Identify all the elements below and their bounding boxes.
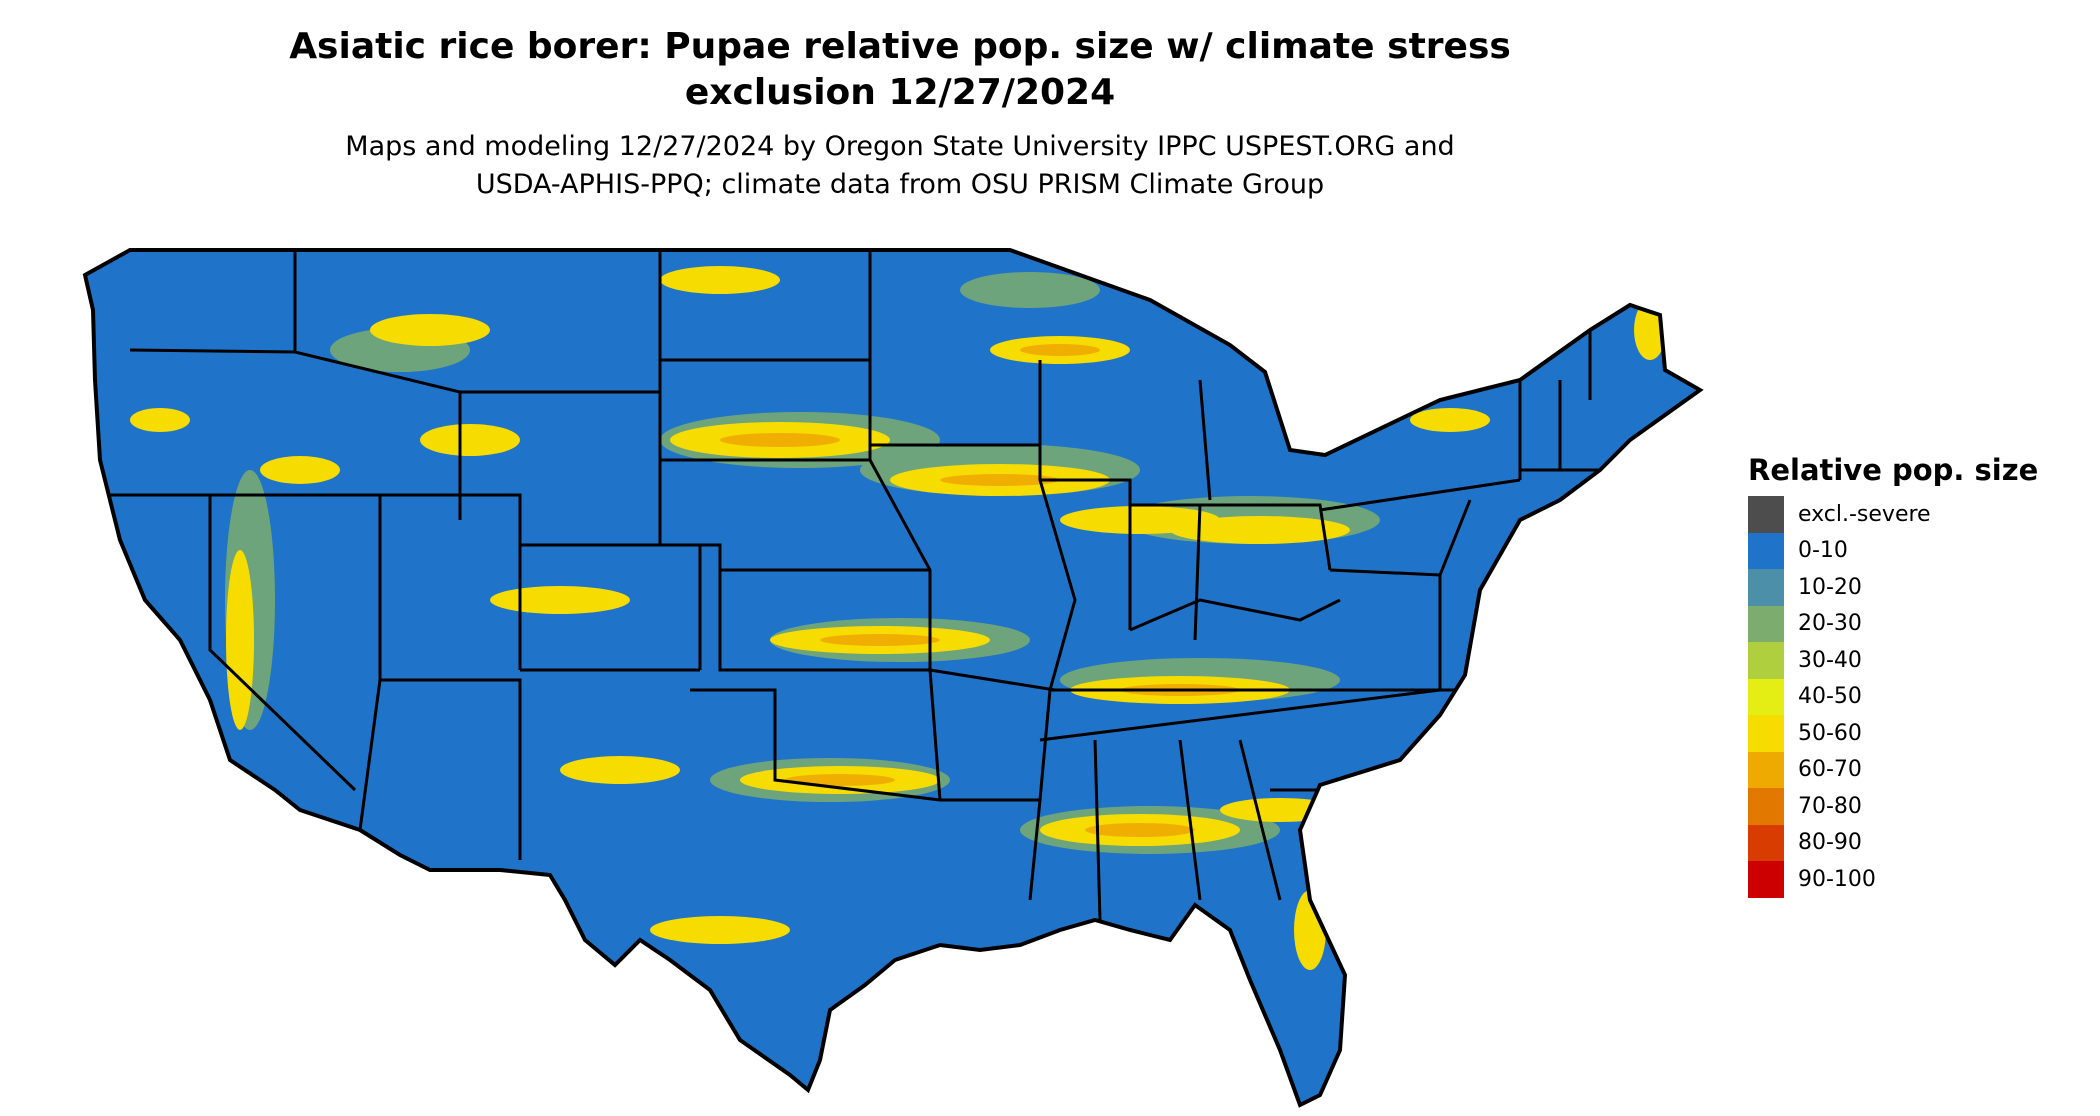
legend-items: excl.-severe 0-10 10-20 20-30 30-40 40-5… <box>1748 496 2088 898</box>
legend-label: 30-40 <box>1798 647 1862 673</box>
legend-label: 90-100 <box>1798 866 1876 892</box>
legend-label: 10-20 <box>1798 574 1862 600</box>
legend-swatch <box>1748 861 1784 898</box>
legend-label: 40-50 <box>1798 684 1862 710</box>
legend-title: Relative pop. size <box>1748 453 2039 487</box>
legend-item: 10-20 <box>1748 569 2088 606</box>
legend-swatch <box>1748 678 1784 715</box>
legend-item: 60-70 <box>1748 751 2088 788</box>
legend-item: 30-40 <box>1748 642 2088 679</box>
legend-swatch <box>1748 569 1784 606</box>
legend-swatch <box>1748 605 1784 642</box>
map-title: Asiatic rice borer: Pupae relative pop. … <box>250 24 1550 116</box>
map-subtitle-line-2: USDA-APHIS-PPQ; climate data from OSU PR… <box>475 169 1325 200</box>
legend-swatch <box>1748 642 1784 679</box>
legend-label: excl.-severe <box>1798 501 1931 527</box>
legend-item: 50-60 <box>1748 715 2088 752</box>
legend-label: 50-60 <box>1798 720 1862 746</box>
legend-item: 20-30 <box>1748 605 2088 642</box>
legend-swatch <box>1748 496 1784 533</box>
legend-label: 70-80 <box>1798 793 1862 819</box>
legend: Relative pop. size excl.-severe 0-10 10-… <box>1748 452 2088 898</box>
legend-item: 90-100 <box>1748 861 2088 898</box>
legend-swatch <box>1748 532 1784 569</box>
legend-swatch <box>1748 751 1784 788</box>
legend-label: 80-90 <box>1798 830 1862 856</box>
legend-item: 80-90 <box>1748 824 2088 861</box>
legend-swatch <box>1748 788 1784 825</box>
legend-label: 0-10 <box>1798 538 1848 564</box>
legend-label: 60-70 <box>1798 757 1862 783</box>
legend-item: 40-50 <box>1748 678 2088 715</box>
legend-item: 70-80 <box>1748 788 2088 825</box>
map-subtitle-line-1: Maps and modeling 12/27/2024 by Oregon S… <box>345 131 1455 162</box>
map-title-line-2: exclusion 12/27/2024 <box>684 72 1116 113</box>
state-borders <box>95 250 1640 921</box>
map-title-line-1: Asiatic rice borer: Pupae relative pop. … <box>289 26 1511 67</box>
map-subtitle: Maps and modeling 12/27/2024 by Oregon S… <box>250 128 1550 204</box>
contiguous-us-landmass <box>85 250 1700 1105</box>
legend-swatch <box>1748 715 1784 752</box>
legend-swatch <box>1748 824 1784 861</box>
legend-item: excl.-severe <box>1748 496 2088 533</box>
legend-item: 0-10 <box>1748 532 2088 569</box>
legend-label: 20-30 <box>1798 611 1862 637</box>
